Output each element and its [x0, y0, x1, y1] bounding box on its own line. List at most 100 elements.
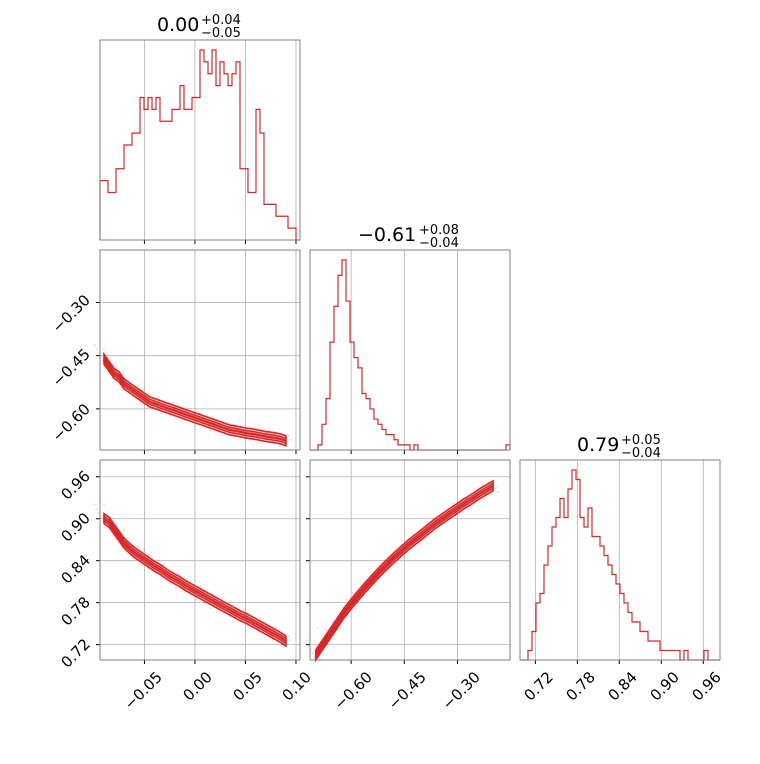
hist-1-bin-11 — [354, 358, 358, 450]
hist-0-bin-23 — [192, 98, 196, 241]
hist-0-bin-31 — [224, 74, 228, 240]
hist-0-bin-13 — [152, 109, 156, 240]
hist-2-bin-33 — [652, 641, 656, 660]
hist-0-bin-5 — [120, 169, 124, 240]
hist-0-bin-9 — [136, 133, 140, 240]
density-panel-1-2-frame — [309, 459, 511, 661]
scatter-point — [157, 396, 160, 399]
hist-0-bin-18 — [172, 109, 176, 240]
scatter-point — [148, 553, 151, 557]
hist-0-bin-35 — [240, 169, 244, 240]
y2-tick-label-4: 0.96 — [57, 467, 93, 503]
hist-0-bin-26 — [204, 62, 208, 240]
hist-1-bin-10 — [350, 342, 354, 450]
scatter-point — [180, 589, 184, 593]
hist-0-bin-21 — [184, 109, 188, 240]
scatter-point — [289, 438, 293, 442]
hist-0-bin-2 — [108, 193, 112, 241]
density-panel-0-1-frame — [99, 249, 301, 451]
scatter-point — [122, 528, 126, 532]
param-1-title-minus: −0.04 — [419, 236, 459, 251]
scatter-point — [496, 490, 500, 494]
hist-0-bin-29 — [216, 86, 220, 240]
hist-0-step — [99, 49, 300, 241]
x0-tick-label-3: 0.10 — [278, 668, 314, 704]
hist-panel-2-frame — [519, 459, 721, 661]
hist-0-bin-11 — [144, 109, 148, 240]
x2-tick-label-0: 0.72 — [520, 668, 556, 704]
hist-2-bin-21 — [604, 556, 608, 661]
hist-2-bin-38 — [672, 651, 676, 661]
hist-0-bin-47 — [288, 228, 292, 240]
y1-tick-label-0: −0.60 — [49, 400, 94, 445]
param-1-title: −0.61 — [358, 224, 416, 246]
scatter-point — [480, 483, 484, 487]
hist-0-bin-30 — [220, 62, 224, 240]
hist-2-bin-24 — [616, 584, 620, 660]
x2-tick-label-1: 0.78 — [562, 668, 598, 704]
y2-tick-label-2: 0.84 — [57, 551, 93, 587]
density-ridge-line — [314, 485, 494, 656]
scatter-point — [143, 387, 146, 391]
scatter-point — [461, 510, 464, 514]
scatter-point — [402, 555, 406, 558]
scatter-point — [146, 567, 149, 571]
scatter-point — [353, 607, 357, 611]
hist-0-bin-37 — [248, 193, 252, 241]
scatter-point — [351, 592, 355, 596]
hist-2-bin-23 — [612, 575, 616, 661]
hist-0-bin-44 — [276, 216, 280, 240]
hist-0-bin-17 — [168, 121, 172, 240]
hist-1-bin-13 — [362, 394, 366, 450]
scatter-point — [316, 626, 320, 629]
scatter-point — [102, 503, 106, 507]
hist-panel-2 — [519, 459, 721, 664]
hist-2-bin-11 — [564, 518, 568, 661]
scatter-point — [374, 583, 377, 586]
scatter-point — [146, 406, 149, 410]
hist-0-bin-7 — [128, 145, 132, 240]
param-2-title-minus: −0.04 — [621, 446, 661, 461]
param-1-title-main: −0.61 — [358, 224, 416, 246]
hist-2-bin-10 — [560, 499, 564, 661]
hist-2-bin-30 — [640, 632, 644, 661]
scatter-point — [333, 637, 337, 641]
param-0-title-main: 0.00 — [157, 14, 199, 36]
hist-2-bin-20 — [600, 546, 604, 660]
hist-1-bin-23 — [402, 445, 406, 450]
hist-2-bin-16 — [584, 527, 588, 660]
scatter-point — [194, 598, 198, 601]
scatter-point — [344, 598, 348, 602]
param-2-title: 0.79 — [577, 434, 619, 456]
scatter-point — [93, 343, 97, 347]
hist-panel-0-frame — [99, 39, 301, 241]
hist-panel-1-bg — [310, 250, 510, 450]
hist-0-bin-19 — [176, 109, 180, 240]
scatter-point — [95, 347, 99, 351]
scatter-point — [324, 628, 328, 632]
scatter-point — [160, 411, 164, 415]
scatter-point — [174, 417, 178, 420]
scatter-point — [273, 625, 277, 629]
hist-0-bin-42 — [268, 204, 272, 240]
hist-0-bin-27 — [208, 74, 212, 240]
scatter-point — [305, 639, 309, 643]
hist-panel-2-bg — [520, 460, 720, 660]
scatter-point — [287, 434, 291, 438]
param-0-title: 0.00 — [157, 14, 199, 36]
hist-2-bin-9 — [556, 518, 560, 661]
density-band-inner — [315, 482, 494, 660]
hist-2-bin-28 — [632, 622, 636, 660]
scatter-point — [122, 369, 126, 373]
hist-0-bin-16 — [164, 121, 168, 240]
scatter-point — [143, 548, 146, 552]
scatter-point — [136, 383, 140, 387]
hist-2-bin-22 — [608, 565, 612, 660]
x1-tick-label-2: −0.30 — [439, 668, 484, 713]
scatter-point — [185, 577, 189, 581]
scatter-point — [174, 586, 178, 590]
x1-tick-label-1: −0.45 — [385, 668, 430, 713]
scatter-point — [160, 577, 164, 580]
